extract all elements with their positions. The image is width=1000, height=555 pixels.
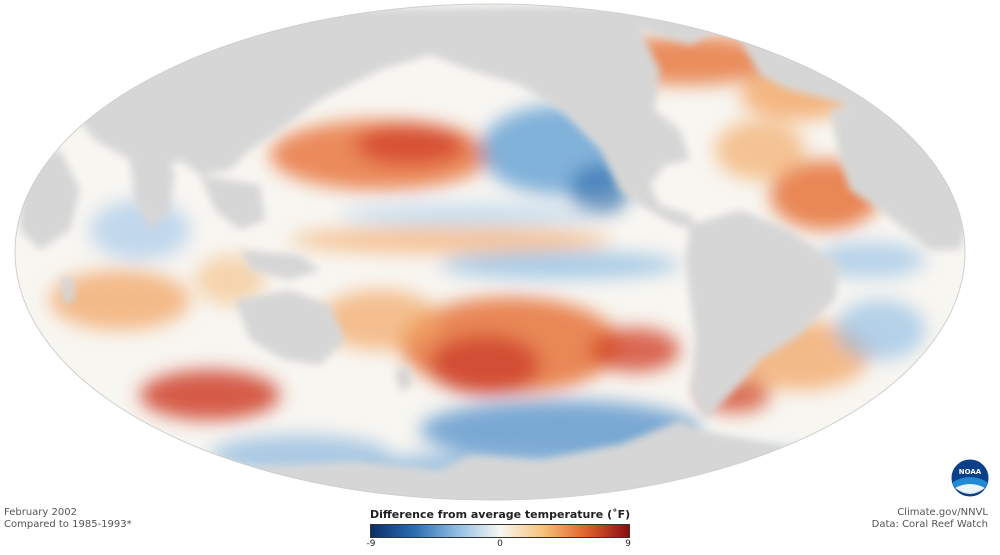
date-label: February 2002 xyxy=(4,507,77,518)
legend-color-bar xyxy=(370,524,630,538)
noaa-logo-icon: NOAA xyxy=(950,458,990,498)
legend-title: Difference from average temperature (˚F) xyxy=(370,508,631,521)
legend-min-label: -9 xyxy=(366,539,376,549)
north-america-land xyxy=(430,6,700,230)
madagascar-land xyxy=(60,275,75,305)
credit-caption: Climate.gov/NNVL Data: Coral Reef Watch xyxy=(872,507,988,531)
southeast-asia-land xyxy=(200,175,265,230)
date-caption: February 2002 Compared to 1985-1993* xyxy=(4,507,132,531)
globe-outline xyxy=(14,3,966,501)
new-zealand-land xyxy=(395,365,412,392)
source-label: Data: Coral Reef Watch xyxy=(871,519,988,530)
legend-mid-label: 0 xyxy=(497,539,503,549)
india-land xyxy=(130,160,175,230)
antarctic-peninsula-land xyxy=(620,420,700,445)
credit-label: Climate.gov/NNVL xyxy=(897,507,988,518)
legend-max-label: 9 xyxy=(625,539,631,549)
baseline-label: Compared to 1985-1993* xyxy=(4,519,132,530)
australia-land xyxy=(235,290,345,365)
color-legend: Difference from average temperature (˚F)… xyxy=(366,508,631,552)
noaa-logo-text: NOAA xyxy=(959,468,982,476)
south-america-land xyxy=(685,210,840,420)
indonesia-land xyxy=(240,250,320,280)
